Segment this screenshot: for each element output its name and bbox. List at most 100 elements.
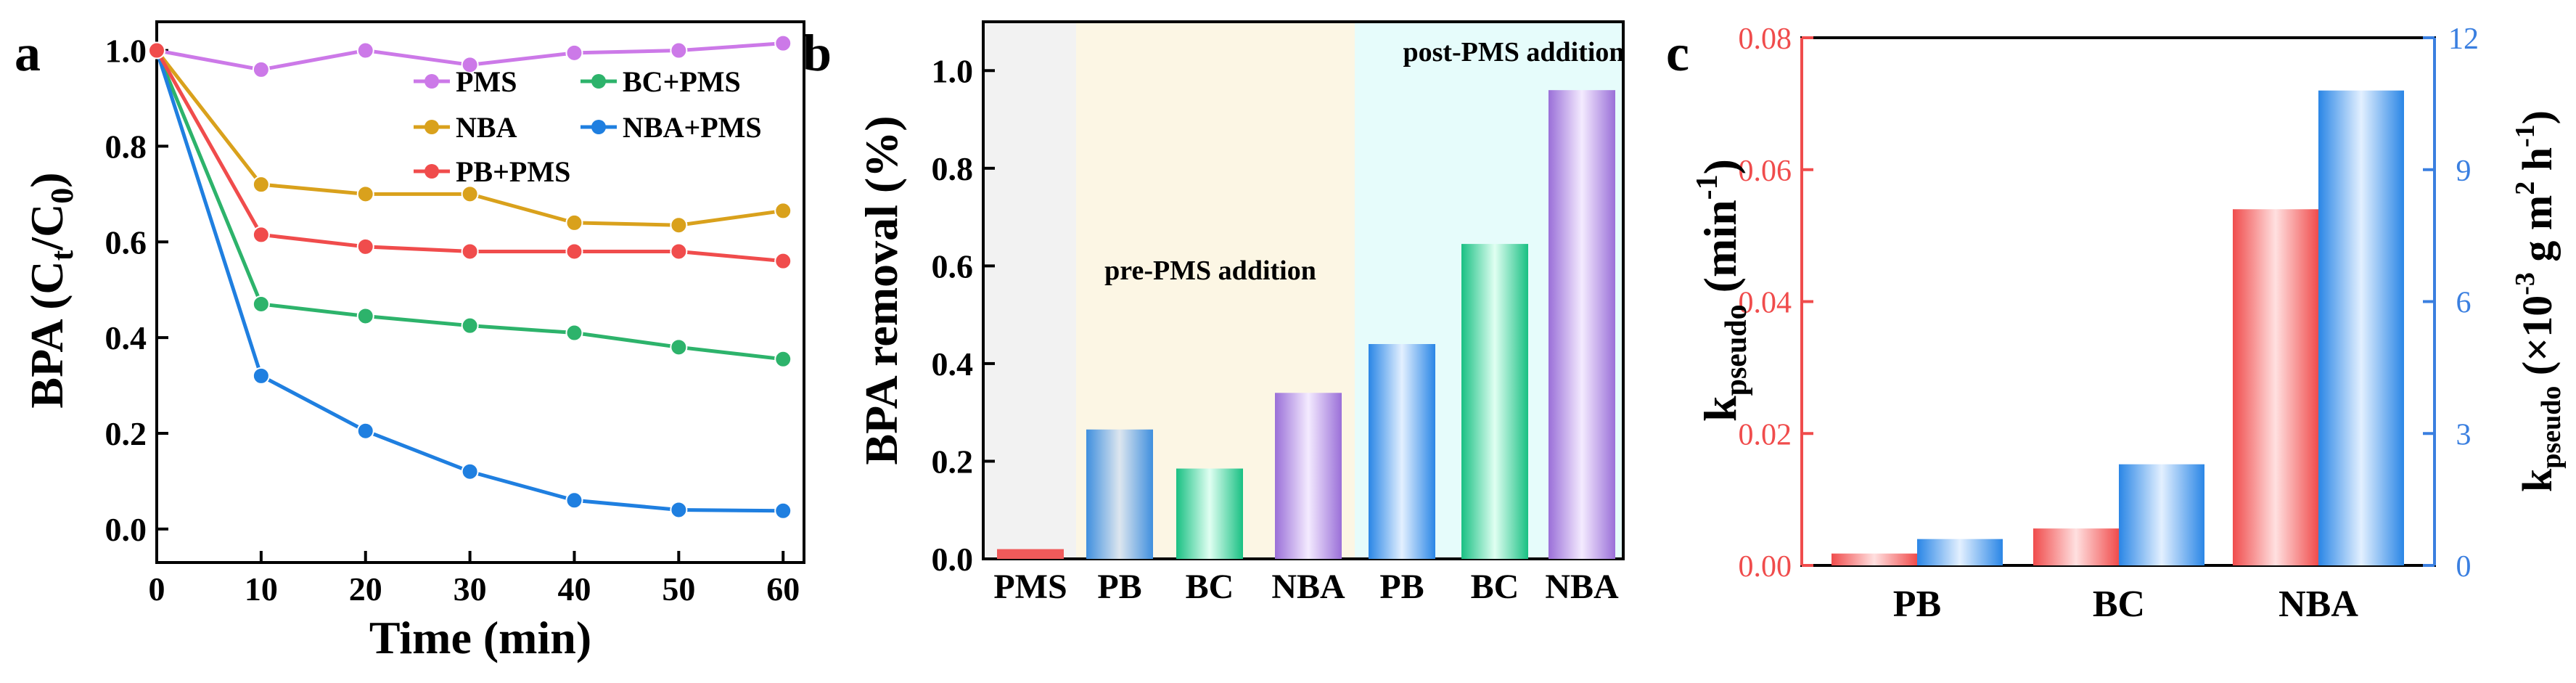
y-tick-label-a: 0.8	[105, 128, 147, 165]
legend-label: PMS	[456, 65, 517, 98]
legend-label: NBA+PMS	[623, 111, 762, 144]
y-tick-label-b: 1.0	[932, 52, 974, 89]
x-axis-label-a: Time (min)	[369, 612, 591, 663]
x-tick-label-a: 20	[349, 570, 382, 608]
x-category-label-b: PB	[1097, 568, 1141, 606]
data-point	[565, 44, 583, 62]
y-tick-label-b: 0.8	[932, 150, 974, 187]
bar-chart-panel-c: 0.00 0.02 0.04 0.06 0.08 0 3 6 9 12 PB BC NBA kpseu…	[1691, 23, 2567, 625]
bar-pb	[1086, 429, 1153, 559]
y-axis-label-c-left: kpseudo (min-1)	[1691, 159, 1753, 422]
bar-left-nba	[2233, 209, 2318, 565]
x-category-label-b: BC	[1471, 568, 1519, 606]
bar-left-pb	[1831, 553, 1917, 565]
x-category-label-b: BC	[1186, 568, 1234, 606]
y-tick-label-b: 0.0	[932, 541, 974, 578]
bar-chart-panel-b: 0.0 0.2 0.4 0.6 0.8 1.0 PMS PB BC NBA PB BC NBA pre…	[856, 20, 1625, 606]
legend-marker	[424, 120, 439, 134]
legend-marker	[591, 120, 606, 134]
data-point	[565, 242, 583, 261]
x-tick-label-a: 30	[454, 570, 487, 608]
right-y-tick-label-c: 6	[2456, 287, 2472, 320]
x-category-label-c: NBA	[2278, 584, 2358, 625]
y-tick-label-b: 0.4	[932, 345, 974, 383]
y-tick-label-a: 0.2	[105, 415, 147, 452]
y-tick-label-a: 0.6	[105, 224, 147, 261]
region-label-pre-pms: pre-PMS addition	[1104, 255, 1316, 286]
bar-right-bc	[2119, 464, 2204, 565]
y-tick-label-b: 0.2	[932, 443, 974, 480]
bar-left-bc	[2033, 528, 2119, 565]
data-point	[670, 41, 688, 60]
left-y-tick-label-c: 0.00	[1739, 550, 1792, 584]
x-category-label-b: NBA	[1271, 568, 1345, 606]
plot-frame-a	[155, 20, 805, 564]
legend-label: NBA	[456, 111, 517, 144]
y-axis-label-b: BPA removal (%)	[856, 115, 907, 465]
bar-pb	[1369, 344, 1435, 559]
legend-label: PB+PMS	[456, 155, 570, 188]
legend-marker	[424, 74, 439, 89]
bar-nba	[1275, 393, 1342, 559]
data-point	[461, 316, 479, 335]
data-point	[670, 216, 688, 234]
data-point	[565, 213, 583, 232]
data-point	[356, 307, 374, 325]
bar-bc	[1461, 244, 1528, 559]
legend-marker	[424, 164, 439, 179]
data-point	[356, 422, 374, 440]
left-y-tick-label-c: 0.02	[1739, 418, 1792, 451]
y-axis-label-a: BPA (Ct/C0)	[21, 172, 80, 408]
bar-nba	[1549, 90, 1615, 559]
data-point	[670, 501, 688, 519]
panel-letter-b: b	[803, 24, 832, 82]
data-point	[252, 367, 270, 385]
legend-a: PMS BC+PMS NBA NBA+PMS PB+PMS	[414, 65, 762, 188]
x-category-label-c: BC	[2093, 584, 2145, 625]
bar-bc	[1176, 468, 1243, 559]
data-point	[148, 41, 165, 60]
bar-pms	[997, 549, 1064, 559]
region-label-post-pms: post-PMS addition	[1403, 37, 1624, 68]
bar-right-pb	[1917, 539, 2003, 565]
x-category-label-b: PB	[1379, 568, 1424, 606]
data-point	[252, 226, 270, 244]
x-category-label-c: PB	[1893, 584, 1941, 625]
region-background	[983, 22, 1076, 559]
y-tick-label-a: 1.0	[105, 33, 147, 70]
x-tick-label-a: 10	[245, 570, 278, 608]
left-y-tick-label-c: 0.06	[1739, 155, 1792, 188]
line-chart-panel-a: 0.0 0.2 0.4 0.6 0.8 1.0 0 10 20 30 40 50 60 PMS BC+PM…	[21, 20, 805, 663]
right-y-tick-label-c: 3	[2456, 418, 2472, 451]
left-y-tick-label-c: 0.04	[1739, 287, 1792, 320]
data-point	[565, 491, 583, 510]
legend-label: BC+PMS	[623, 65, 741, 98]
data-point	[670, 338, 688, 356]
data-point	[774, 202, 792, 220]
data-point	[252, 60, 270, 78]
data-point	[774, 350, 792, 368]
data-point	[356, 237, 374, 255]
data-point	[252, 176, 270, 194]
data-point	[670, 242, 688, 261]
right-y-tick-label-c: 9	[2456, 155, 2472, 188]
right-y-tick-label-c: 0	[2456, 550, 2472, 584]
y-tick-label-a: 0.0	[105, 511, 147, 548]
data-point	[356, 41, 374, 60]
left-y-tick-label-c: 0.08	[1739, 23, 1792, 56]
x-tick-label-a: 0	[149, 570, 165, 608]
legend-marker	[591, 74, 606, 89]
data-point	[461, 242, 479, 261]
data-point	[461, 56, 479, 74]
panel-letter-a: a	[15, 24, 41, 82]
x-tick-label-a: 50	[662, 570, 695, 608]
data-point	[774, 502, 792, 520]
x-tick-label-a: 60	[766, 570, 800, 608]
data-point	[461, 462, 479, 480]
panel-letter-c: c	[1666, 24, 1689, 82]
data-point	[565, 324, 583, 342]
data-point	[774, 252, 792, 270]
x-tick-label-a: 40	[557, 570, 591, 608]
right-y-tick-label-c: 12	[2448, 23, 2479, 56]
